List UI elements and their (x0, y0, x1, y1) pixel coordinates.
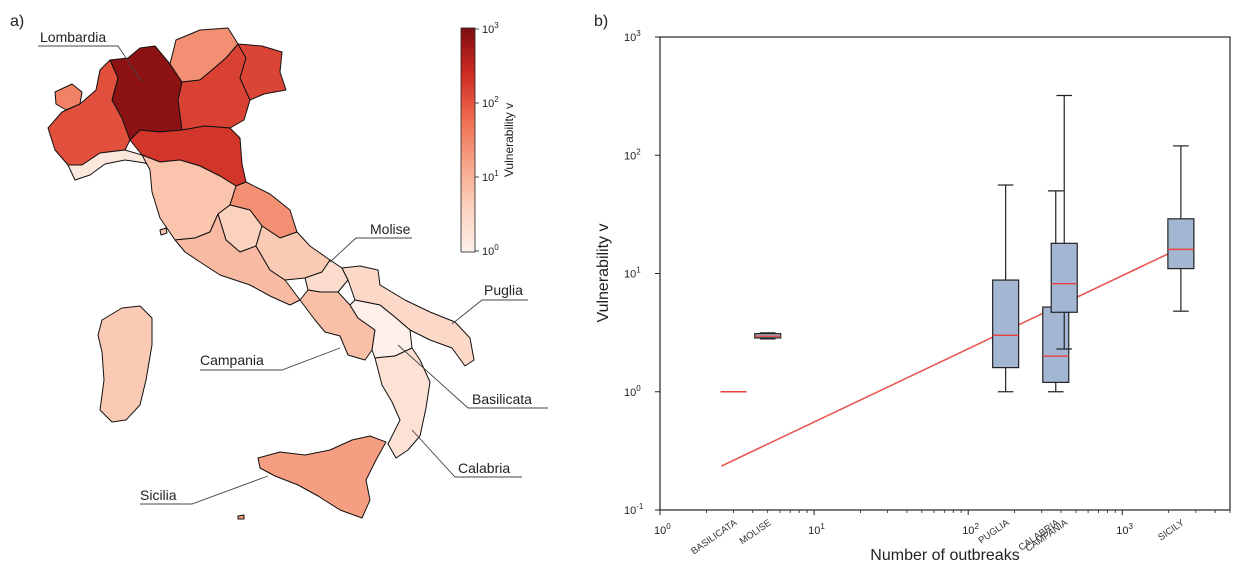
y-tick-exp: 3 (636, 29, 641, 38)
colorbar: 103 102 101 100 Vulnerability v (460, 21, 516, 258)
y-tick-base: 10 (624, 387, 636, 399)
colorbar-label: Vulnerability v (502, 103, 516, 177)
y-tick-label: 10-1 (624, 502, 644, 517)
map-callouts (38, 45, 548, 505)
x-tick-base: 10 (654, 525, 666, 537)
island-elba (159, 227, 168, 236)
colorbar-tick-exp: 0 (494, 243, 499, 252)
callout-line-molise (329, 237, 412, 263)
x-tick-label: 100 (654, 522, 671, 537)
y-tick-base: 10 (624, 269, 636, 281)
category-label: MOLISE (738, 517, 774, 547)
colorbar-tick-base: 10 (482, 24, 494, 36)
colorbar-tick-base: 10 (482, 246, 494, 258)
y-tick-base: 10 (624, 32, 636, 44)
x-tick-label: 103 (1116, 522, 1133, 537)
map-callout-labels: Lombardia Molise Puglia Campania Basilic… (40, 29, 532, 503)
y-axis-label: Vulnerability v (595, 223, 612, 322)
box-iqr (992, 279, 1020, 369)
x-axis-label: Number of outbreaks (870, 547, 1019, 564)
x-tick-exp: 2 (974, 522, 979, 531)
callout-label-puglia: Puglia (484, 282, 523, 298)
callout-line-sicilia (140, 475, 269, 505)
region-sicilia (257, 435, 387, 519)
box-campania (1050, 94, 1078, 350)
callout-label-calabria: Calabria (458, 460, 510, 476)
regression-line (720, 247, 1182, 467)
y-tick-exp: 0 (636, 384, 641, 393)
y-tick-exp: 1 (636, 266, 641, 275)
y-tick-base: 10 (624, 150, 636, 162)
callout-line-puglia (451, 299, 528, 325)
colorbar-tick-label: 101 (482, 169, 499, 184)
category-label: PUGLIA (977, 517, 1012, 546)
plot-area (659, 36, 1231, 511)
italy-map (47, 27, 475, 520)
y-tick-exp: 2 (636, 147, 641, 156)
x-tick-label: 101 (808, 522, 825, 537)
region-calabria (374, 347, 431, 459)
callout-label-molise: Molise (370, 221, 411, 237)
colorbar-tick-base: 10 (482, 98, 494, 110)
panel-a-letter: a) (10, 13, 24, 30)
box-iqr (1167, 218, 1195, 270)
colorbar-tick-exp: 3 (494, 21, 499, 30)
y-tick-exp: -1 (636, 502, 644, 511)
fit-line-layer (720, 247, 1182, 467)
x-tick-exp: 3 (1129, 522, 1134, 531)
colorbar-tick-exp: 2 (494, 95, 499, 104)
callout-label-sicilia: Sicilia (140, 487, 177, 503)
boxes (720, 94, 1195, 393)
callout-line-campania (200, 347, 341, 371)
y-tick-base: 10 (624, 505, 636, 517)
category-label: BASILICATA (689, 517, 740, 557)
box-iqr (1042, 306, 1070, 383)
box-molise (754, 332, 782, 340)
colorbar-tick-base: 10 (482, 172, 494, 184)
x-tick-base: 10 (962, 525, 974, 537)
panel-b-letter: b) (594, 13, 608, 30)
x-tick-exp: 1 (820, 522, 825, 531)
colorbar-tick-exp: 1 (494, 169, 499, 178)
colorbar-tick-label: 102 (482, 95, 499, 110)
y-tick-label: 103 (624, 29, 641, 44)
y-tick-label: 102 (624, 147, 641, 162)
y-tick-label: 100 (624, 384, 641, 399)
island-south (237, 514, 245, 520)
callout-label-campania: Campania (200, 352, 264, 368)
callout-label-lombardia: Lombardia (40, 29, 106, 45)
category-label: SICILY (1156, 517, 1187, 543)
colorbar-ticks (475, 28, 479, 252)
colorbar-gradient (460, 27, 476, 253)
x-tick-base: 10 (808, 525, 820, 537)
box-iqr (1050, 242, 1078, 313)
callout-line-basilicata (397, 344, 548, 409)
colorbar-tick-label: 100 (482, 243, 499, 258)
region-friuli (237, 43, 287, 101)
colorbar-tick-label: 103 (482, 21, 499, 36)
y-tick-label: 101 (624, 266, 641, 281)
callout-label-basilicata: Basilicata (472, 391, 532, 407)
x-tick-label: 102 (962, 522, 979, 537)
callout-line-calabria (411, 429, 522, 478)
box-sicily (1167, 145, 1195, 312)
callout-line-lombardia (38, 45, 143, 83)
x-tick-exp: 0 (666, 522, 671, 531)
region-sardegna (97, 305, 153, 423)
panel-a: a) (10, 13, 548, 520)
box-puglia (992, 184, 1020, 393)
x-tick-base: 10 (1116, 525, 1128, 537)
